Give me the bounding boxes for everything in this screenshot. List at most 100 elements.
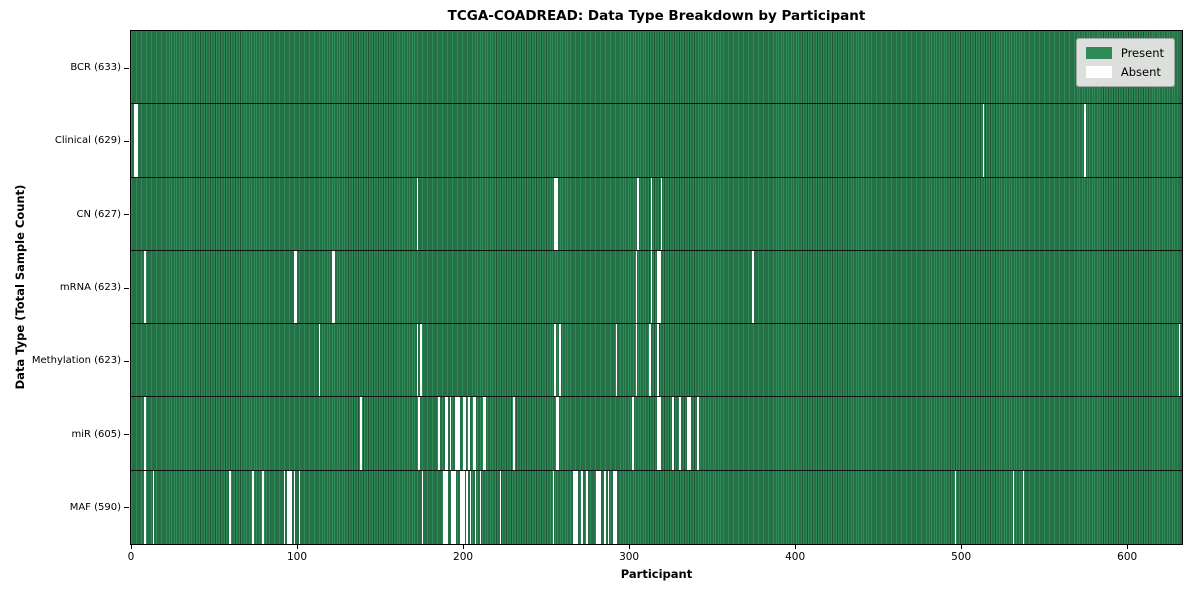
absent-stripe-maf <box>615 470 618 544</box>
x-tick-label-100: 100 <box>287 551 308 563</box>
row-clinical <box>131 104 1182 178</box>
absent-stripe-maf <box>283 470 286 544</box>
x-tick-mark <box>463 545 465 549</box>
absent-stripe-maf <box>1012 470 1015 544</box>
y-tick-mark <box>124 434 129 436</box>
absent-stripe-mir <box>458 397 460 470</box>
y-tick-mark <box>124 360 129 362</box>
absent-stripe-mir <box>556 397 558 470</box>
absent-stripe-maf <box>293 470 296 544</box>
absent-stripe-methylation <box>615 324 618 397</box>
legend-absent-swatch <box>1085 66 1112 78</box>
x-tick-mark <box>629 545 631 549</box>
absent-stripe-mrna <box>293 250 296 324</box>
x-axis-title: Participant <box>620 567 693 581</box>
y-tick-mark <box>124 507 129 509</box>
absent-stripe-maf <box>290 470 293 544</box>
absent-stripe-mir <box>657 397 659 470</box>
absent-stripe-mir <box>672 397 674 470</box>
absent-stripe-mir <box>697 397 699 470</box>
absent-stripe-mrna <box>751 250 754 324</box>
absent-stripe-mir <box>438 397 440 470</box>
absent-stripe-maf <box>461 470 464 544</box>
legend-entry-present: Present <box>1085 46 1164 60</box>
absent-stripe-maf <box>597 470 600 544</box>
plot-area: Present Absent <box>130 30 1183 545</box>
absent-stripe-maf <box>454 470 457 544</box>
absent-stripe-maf <box>572 470 575 544</box>
row-bcr <box>131 31 1182 105</box>
absent-stripe-maf <box>474 470 477 544</box>
x-tick-mark <box>961 545 963 549</box>
absent-stripe-mir <box>512 397 515 470</box>
x-tick-mark <box>131 545 132 549</box>
absent-stripe-mir <box>444 397 447 470</box>
absent-stripe-cn <box>637 177 640 250</box>
absent-stripe-maf <box>463 470 465 544</box>
absent-stripe-mir <box>474 397 477 470</box>
absent-stripe-maf <box>612 470 615 544</box>
x-tick-label-200: 200 <box>453 551 474 563</box>
chart-title: TCGA-COADREAD: Data Type Breakdown by Pa… <box>447 8 866 24</box>
absent-stripe-mir <box>687 397 689 470</box>
absent-stripe-mir <box>456 397 459 470</box>
legend: Present Absent <box>1075 38 1175 87</box>
row-mir <box>131 397 1182 471</box>
absent-stripe-maf <box>469 470 472 544</box>
x-tick-label-600: 600 <box>1117 551 1138 563</box>
absent-stripe-mir <box>449 397 452 470</box>
absent-stripe-methylation <box>416 324 419 397</box>
y-tick-mark <box>124 140 129 142</box>
row-maf <box>131 470 1182 544</box>
absent-stripe-maf <box>421 470 424 544</box>
absent-stripe-maf <box>443 470 445 544</box>
absent-stripe-mrna <box>333 250 336 324</box>
absent-stripe-mir <box>464 397 467 470</box>
absent-stripe-cn <box>416 177 419 250</box>
absent-stripe-maf <box>466 470 469 544</box>
y-tick-label-methylation: Methylation (623) <box>31 355 121 367</box>
x-tick-mark <box>795 545 797 549</box>
x-tick-mark <box>297 545 299 549</box>
absent-stripe-maf <box>614 470 616 544</box>
absent-stripe-mir <box>454 397 457 470</box>
absent-stripe-mir <box>144 397 146 470</box>
absent-stripe-maf <box>444 470 447 544</box>
absent-stripe-mrna <box>658 250 661 324</box>
absent-stripe-mir <box>632 397 635 470</box>
absent-stripe-cn <box>650 177 653 250</box>
x-tick-label-300: 300 <box>619 551 640 563</box>
absent-stripe-maf <box>574 470 576 544</box>
legend-present-label: Present <box>1120 46 1164 60</box>
absent-stripe-maf <box>228 470 231 544</box>
absent-stripe-mir <box>557 397 560 470</box>
absent-stripe-maf <box>252 470 254 544</box>
absent-stripe-mrna <box>657 250 659 324</box>
absent-stripe-maf <box>499 470 502 544</box>
absent-stripe-mir <box>418 397 420 470</box>
absent-stripe-methylation <box>554 324 557 397</box>
legend-absent-label: Absent <box>1120 65 1161 79</box>
y-tick-label-cn: CN (627) <box>76 208 121 220</box>
absent-stripe-clinical <box>982 104 985 177</box>
absent-stripe-maf <box>144 470 146 544</box>
absent-stripe-cn <box>554 177 557 250</box>
absent-stripe-mir <box>482 397 485 470</box>
absent-stripe-mrna <box>650 250 653 324</box>
x-tick-label-400: 400 <box>785 551 806 563</box>
absent-stripe-maf <box>580 470 583 544</box>
absent-stripe-mir <box>463 397 465 470</box>
row-cn <box>131 177 1182 251</box>
absent-stripe-maf <box>451 470 454 544</box>
absent-stripe-maf <box>607 470 610 544</box>
absent-stripe-methylation <box>559 324 562 397</box>
absent-stripe-mir <box>360 397 362 470</box>
absent-stripe-maf <box>446 470 449 544</box>
row-methylation <box>131 324 1182 398</box>
absent-stripe-maf <box>262 470 264 544</box>
absent-stripe-mir <box>468 397 470 470</box>
absent-stripe-maf <box>298 470 301 544</box>
absent-stripe-clinical <box>134 104 136 177</box>
y-tick-label-maf: MAF (590) <box>69 501 121 513</box>
absent-stripe-methylation <box>419 324 422 397</box>
